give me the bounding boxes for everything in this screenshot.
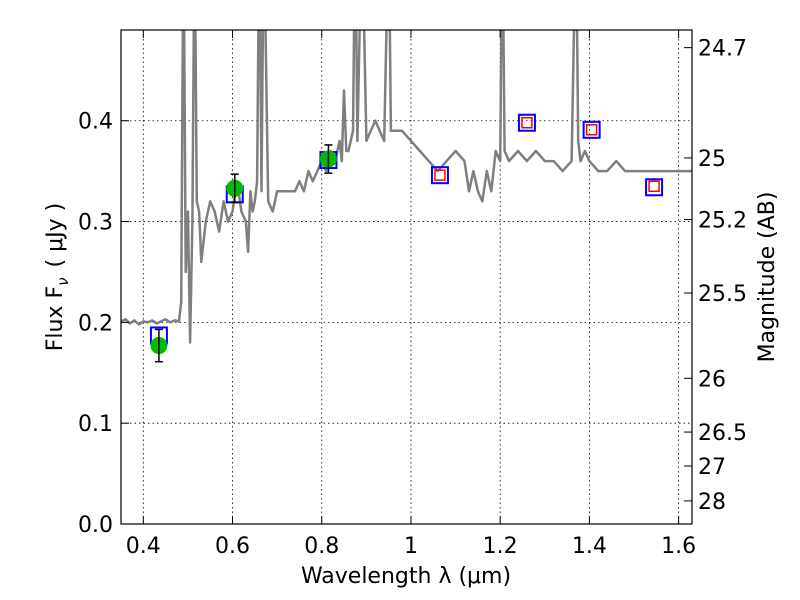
model-photometry-square	[582, 120, 601, 139]
model-photometry-square	[645, 178, 664, 197]
right-tick-label: 25.5	[698, 282, 747, 307]
y-axis-title-subscript: ν	[54, 277, 72, 285]
plot-area	[121, 30, 692, 363]
right-tick-label: 24.7	[698, 37, 747, 62]
x-tick-label: 0.8	[304, 534, 339, 559]
upper-limit-square	[648, 180, 660, 193]
y-tick-label: 0.0	[78, 513, 113, 538]
right-axis-title: Magnitude (AB)	[755, 192, 780, 363]
right-tick-label: 25.2	[698, 209, 747, 234]
upper-limit-square	[521, 117, 533, 129]
x-tick-label: 1	[404, 534, 418, 559]
x-tick-label: 1.6	[661, 534, 696, 559]
plot-frame	[120, 29, 693, 525]
right-tick-label: 25	[698, 147, 726, 172]
right-tick-label: 26	[698, 367, 726, 392]
x-tick-label: 0.6	[215, 534, 250, 559]
y-axis-title: Flux Fν ( μJy )	[43, 203, 72, 351]
right-tick-label: 28	[698, 490, 726, 515]
grid-lines	[121, 30, 692, 525]
model-photometry-square	[430, 166, 449, 185]
x-tick-label: 1.2	[483, 534, 518, 559]
y-axis-title-unit: ( μJy )	[43, 203, 68, 268]
right-tick-label: 27	[698, 455, 726, 480]
y-tick-label: 0.3	[78, 211, 113, 236]
x-axis-title: Wavelength λ (μm)	[301, 564, 511, 589]
axis-ticks: 0.4 0.6 0.8 1 1.2 1.4 1.6 0.0 0.1 0.2 0.3 0.4 24.7 25…	[78, 30, 747, 559]
x-tick-label: 1.4	[572, 534, 607, 559]
spectrum-line	[121, 30, 692, 344]
upper-limit-square	[585, 124, 598, 136]
right-tick-label: 26.5	[698, 421, 747, 446]
upper-limit-square	[434, 169, 446, 181]
y-tick-label: 0.4	[78, 110, 113, 135]
model-photometry-square	[517, 113, 536, 132]
y-tick-label: 0.1	[78, 412, 113, 437]
x-tick-label: 0.4	[126, 534, 161, 559]
y-axis-title-main: Flux F	[43, 286, 68, 351]
y-tick-label: 0.2	[78, 311, 113, 336]
